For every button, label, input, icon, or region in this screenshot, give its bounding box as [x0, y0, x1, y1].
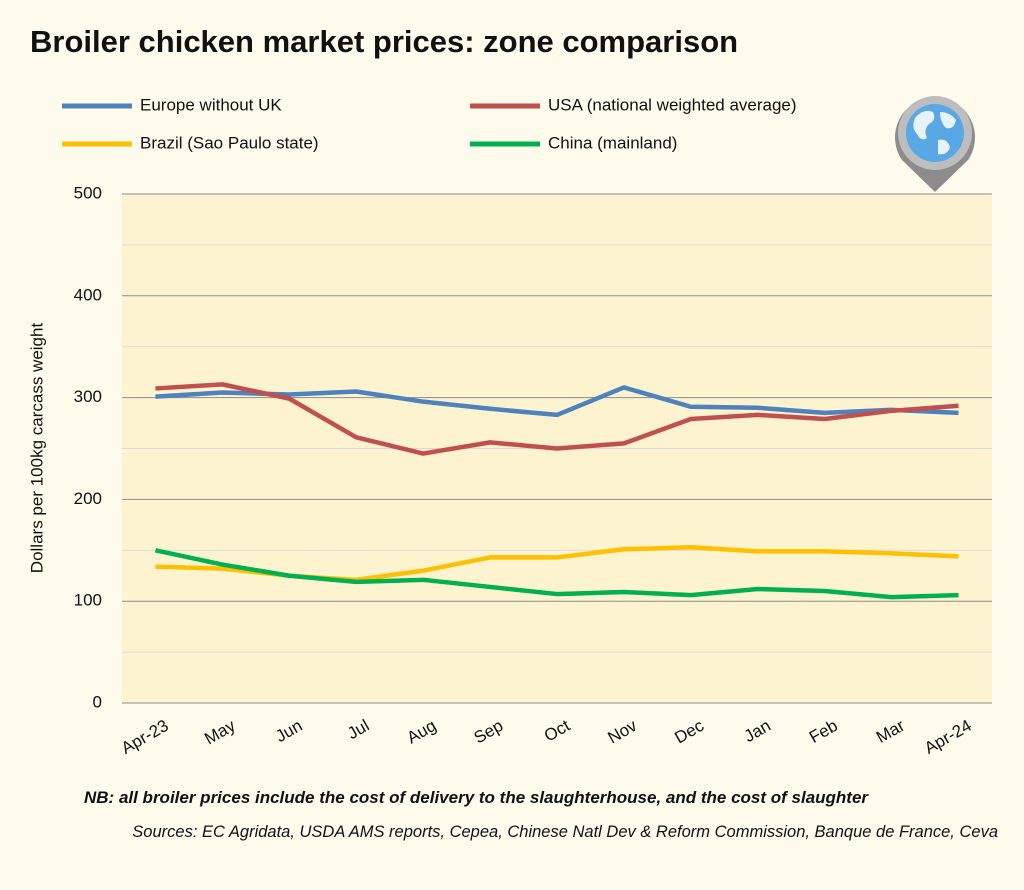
y-tick-label: 100	[74, 591, 102, 610]
x-tick-label: Aug	[404, 716, 440, 748]
y-axis-label: Dollars per 100kg carcass weight	[27, 323, 46, 574]
legend-label: Brazil (Sao Paulo state)	[140, 133, 319, 152]
series-line	[155, 382, 959, 456]
y-tick-label: 0	[93, 692, 102, 711]
legend-label: Europe without UK	[140, 95, 282, 114]
y-tick-label: 200	[74, 489, 102, 508]
x-tick-label: Sep	[471, 716, 507, 748]
series-line	[154, 548, 959, 600]
sources: Sources: EC Agridata, USDA AMS reports, …	[132, 823, 998, 841]
y-tick-label: 400	[74, 285, 102, 304]
x-tick-label: Apr-24	[921, 716, 975, 758]
chart-title: Broiler chicken market prices: zone comp…	[30, 24, 739, 59]
y-tick-label: 300	[74, 387, 102, 406]
y-tick-label: 500	[74, 183, 102, 202]
legend-label: China (mainland)	[548, 133, 677, 152]
x-tick-label: Jul	[344, 716, 372, 743]
globe-icon	[894, 96, 975, 192]
chart: Dollars per 100kg carcass weight 0 100 200…	[27, 95, 992, 758]
x-tick-label: Dec	[671, 716, 707, 748]
x-tick-label: Jun	[272, 716, 305, 746]
note: NB: all broiler prices include the cost …	[84, 788, 869, 807]
x-tick-label: Mar	[873, 716, 908, 747]
legend-label: USA (national weighted average)	[548, 95, 797, 114]
x-tick-label: Jan	[741, 716, 774, 746]
x-tick-label: Nov	[604, 716, 640, 748]
x-tick-label: Oct	[541, 716, 574, 746]
series-line	[155, 385, 959, 418]
x-tick-label: Apr-23	[118, 716, 172, 758]
x-tick-label: May	[201, 716, 239, 749]
x-tick-label: Feb	[806, 716, 841, 747]
